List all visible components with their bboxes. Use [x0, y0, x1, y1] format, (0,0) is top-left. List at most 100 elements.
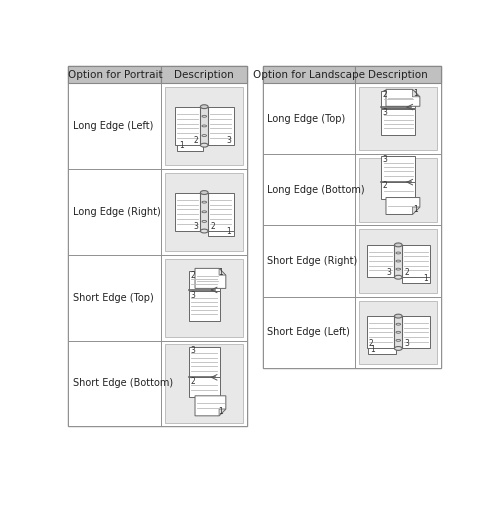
Bar — [402, 316, 430, 349]
Bar — [175, 193, 200, 231]
Text: 1: 1 — [413, 205, 418, 215]
Polygon shape — [386, 90, 420, 106]
Text: 3: 3 — [383, 108, 388, 117]
Text: Long Edge (Top): Long Edge (Top) — [267, 114, 345, 123]
Bar — [263, 66, 441, 368]
Polygon shape — [219, 409, 226, 416]
Bar — [263, 83, 355, 154]
Bar — [355, 83, 441, 154]
Bar — [161, 254, 247, 340]
Bar — [367, 316, 394, 349]
Text: Long Edge (Left): Long Edge (Left) — [73, 121, 153, 131]
Bar — [208, 198, 233, 237]
Ellipse shape — [394, 243, 402, 247]
Text: 2: 2 — [210, 222, 215, 231]
Bar — [263, 154, 355, 225]
Polygon shape — [195, 396, 226, 416]
Bar — [368, 322, 396, 354]
Text: 1: 1 — [226, 227, 231, 237]
Text: 2: 2 — [383, 181, 388, 190]
Bar — [208, 193, 233, 231]
Bar — [165, 345, 243, 422]
Text: 3: 3 — [387, 268, 391, 277]
Text: Short Edge (Bottom): Short Edge (Bottom) — [73, 378, 173, 389]
Bar — [394, 245, 402, 277]
Bar — [367, 245, 394, 277]
Text: 1: 1 — [218, 407, 223, 416]
Bar — [69, 340, 161, 426]
Bar — [263, 296, 355, 368]
Bar — [69, 254, 161, 340]
Bar — [69, 83, 161, 169]
Ellipse shape — [394, 314, 402, 318]
Bar — [394, 316, 402, 349]
Text: 3: 3 — [193, 222, 198, 231]
Text: Option for Portrait: Option for Portrait — [68, 70, 162, 79]
Bar — [263, 225, 355, 296]
Bar — [381, 182, 415, 199]
Bar — [165, 87, 243, 165]
Bar — [381, 91, 415, 108]
Bar — [189, 271, 219, 291]
Text: 3: 3 — [383, 155, 388, 164]
Bar — [161, 83, 247, 169]
Text: 3: 3 — [404, 339, 409, 348]
Ellipse shape — [200, 143, 208, 147]
Text: 1: 1 — [179, 141, 184, 150]
Bar — [381, 109, 415, 135]
Text: 2: 2 — [190, 377, 195, 386]
Text: 1: 1 — [218, 268, 223, 276]
Polygon shape — [412, 90, 420, 97]
Text: 2: 2 — [383, 90, 388, 99]
Text: 2: 2 — [404, 268, 409, 277]
Text: 2: 2 — [368, 339, 373, 348]
Bar — [161, 169, 247, 254]
Text: 3: 3 — [190, 291, 195, 300]
Bar — [165, 259, 243, 337]
Text: Short Edge (Left): Short Edge (Left) — [267, 327, 350, 337]
Bar — [69, 169, 161, 254]
Bar — [359, 229, 437, 293]
Bar — [359, 301, 437, 364]
Bar — [189, 347, 219, 377]
Bar — [402, 245, 430, 277]
Bar — [165, 173, 243, 251]
Bar — [189, 291, 219, 321]
Bar — [161, 340, 247, 426]
Text: 3: 3 — [226, 136, 231, 145]
Text: 1: 1 — [413, 89, 418, 98]
Bar — [355, 225, 441, 296]
Text: Option for Landscape: Option for Landscape — [253, 70, 365, 79]
Polygon shape — [412, 207, 420, 215]
Bar — [355, 66, 441, 83]
Bar — [69, 66, 161, 83]
Bar — [189, 377, 219, 397]
Polygon shape — [219, 268, 226, 275]
Bar — [208, 106, 233, 145]
Bar — [359, 87, 437, 151]
Text: Short Edge (Right): Short Edge (Right) — [267, 256, 357, 266]
Polygon shape — [195, 268, 226, 288]
Bar — [175, 106, 200, 145]
Text: Description: Description — [174, 70, 234, 79]
Ellipse shape — [200, 190, 208, 195]
Bar — [200, 193, 208, 231]
Bar — [402, 250, 430, 283]
Bar — [355, 296, 441, 368]
Text: 2: 2 — [193, 136, 198, 145]
Bar — [359, 158, 437, 222]
Text: 1: 1 — [370, 345, 375, 354]
Ellipse shape — [394, 275, 402, 279]
Text: 3: 3 — [190, 346, 195, 355]
Bar — [69, 66, 247, 426]
Text: 1: 1 — [423, 273, 428, 283]
Bar — [263, 66, 355, 83]
Text: Description: Description — [368, 70, 428, 79]
Bar — [177, 112, 203, 151]
Bar — [161, 66, 247, 83]
Bar — [381, 156, 415, 182]
Text: Long Edge (Right): Long Edge (Right) — [73, 207, 161, 217]
Ellipse shape — [394, 347, 402, 350]
Polygon shape — [386, 198, 420, 215]
Bar — [355, 154, 441, 225]
